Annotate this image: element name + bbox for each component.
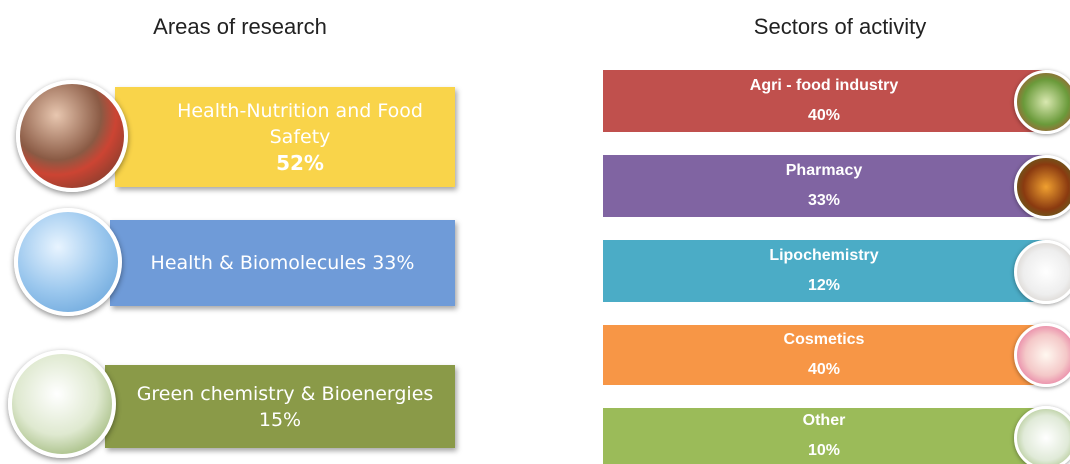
sector-bar: Cosmetics 40% [603, 325, 1045, 385]
sector-photo [1014, 406, 1070, 464]
sector-percent: 33% [808, 186, 840, 216]
sector-percent: 12% [808, 271, 840, 301]
section-heading: Areas of research [90, 14, 390, 40]
sector-bar: Pharmacy 33% [603, 155, 1045, 217]
sector-bar: Agri - food industry 40% [603, 70, 1045, 132]
sector-label: Cosmetics [784, 325, 865, 355]
sector-label: Pharmacy [786, 156, 863, 186]
area-percent: 15% [259, 407, 301, 433]
page: Areas of research Sectors of activity He… [0, 0, 1070, 464]
research-area: Health & Biomolecules 33% [110, 220, 455, 306]
sector-label: Agri - food industry [750, 71, 898, 101]
sector-percent: 40% [808, 355, 840, 385]
area-percent: 52% [246, 150, 324, 176]
sector-photo [1014, 155, 1070, 219]
sector-percent: 10% [808, 436, 840, 464]
sector-bar: Other 10% [603, 408, 1045, 464]
research-area: Green chemistry & Bioenergies 15% [105, 365, 455, 448]
sector-photo [1014, 240, 1070, 304]
area-photo [14, 208, 122, 316]
area-label: Green chemistry & Bioenergies [127, 381, 434, 407]
area-photo [16, 80, 128, 192]
sector-photo [1014, 70, 1070, 134]
sector-label: Other [803, 406, 846, 436]
area-percent: 33% [372, 250, 414, 276]
area-photo [8, 350, 116, 458]
area-label: Health & Biomolecules [151, 250, 367, 276]
sector-bar: Lipochemistry 12% [603, 240, 1045, 302]
sector-photo [1014, 323, 1070, 387]
sector-label: Lipochemistry [769, 241, 878, 271]
area-label: Health-Nutrition and Food Safety [115, 98, 455, 150]
research-area: Health-Nutrition and Food Safety 52% [115, 87, 455, 187]
sector-percent: 40% [808, 101, 840, 131]
section-heading: Sectors of activity [690, 14, 990, 40]
